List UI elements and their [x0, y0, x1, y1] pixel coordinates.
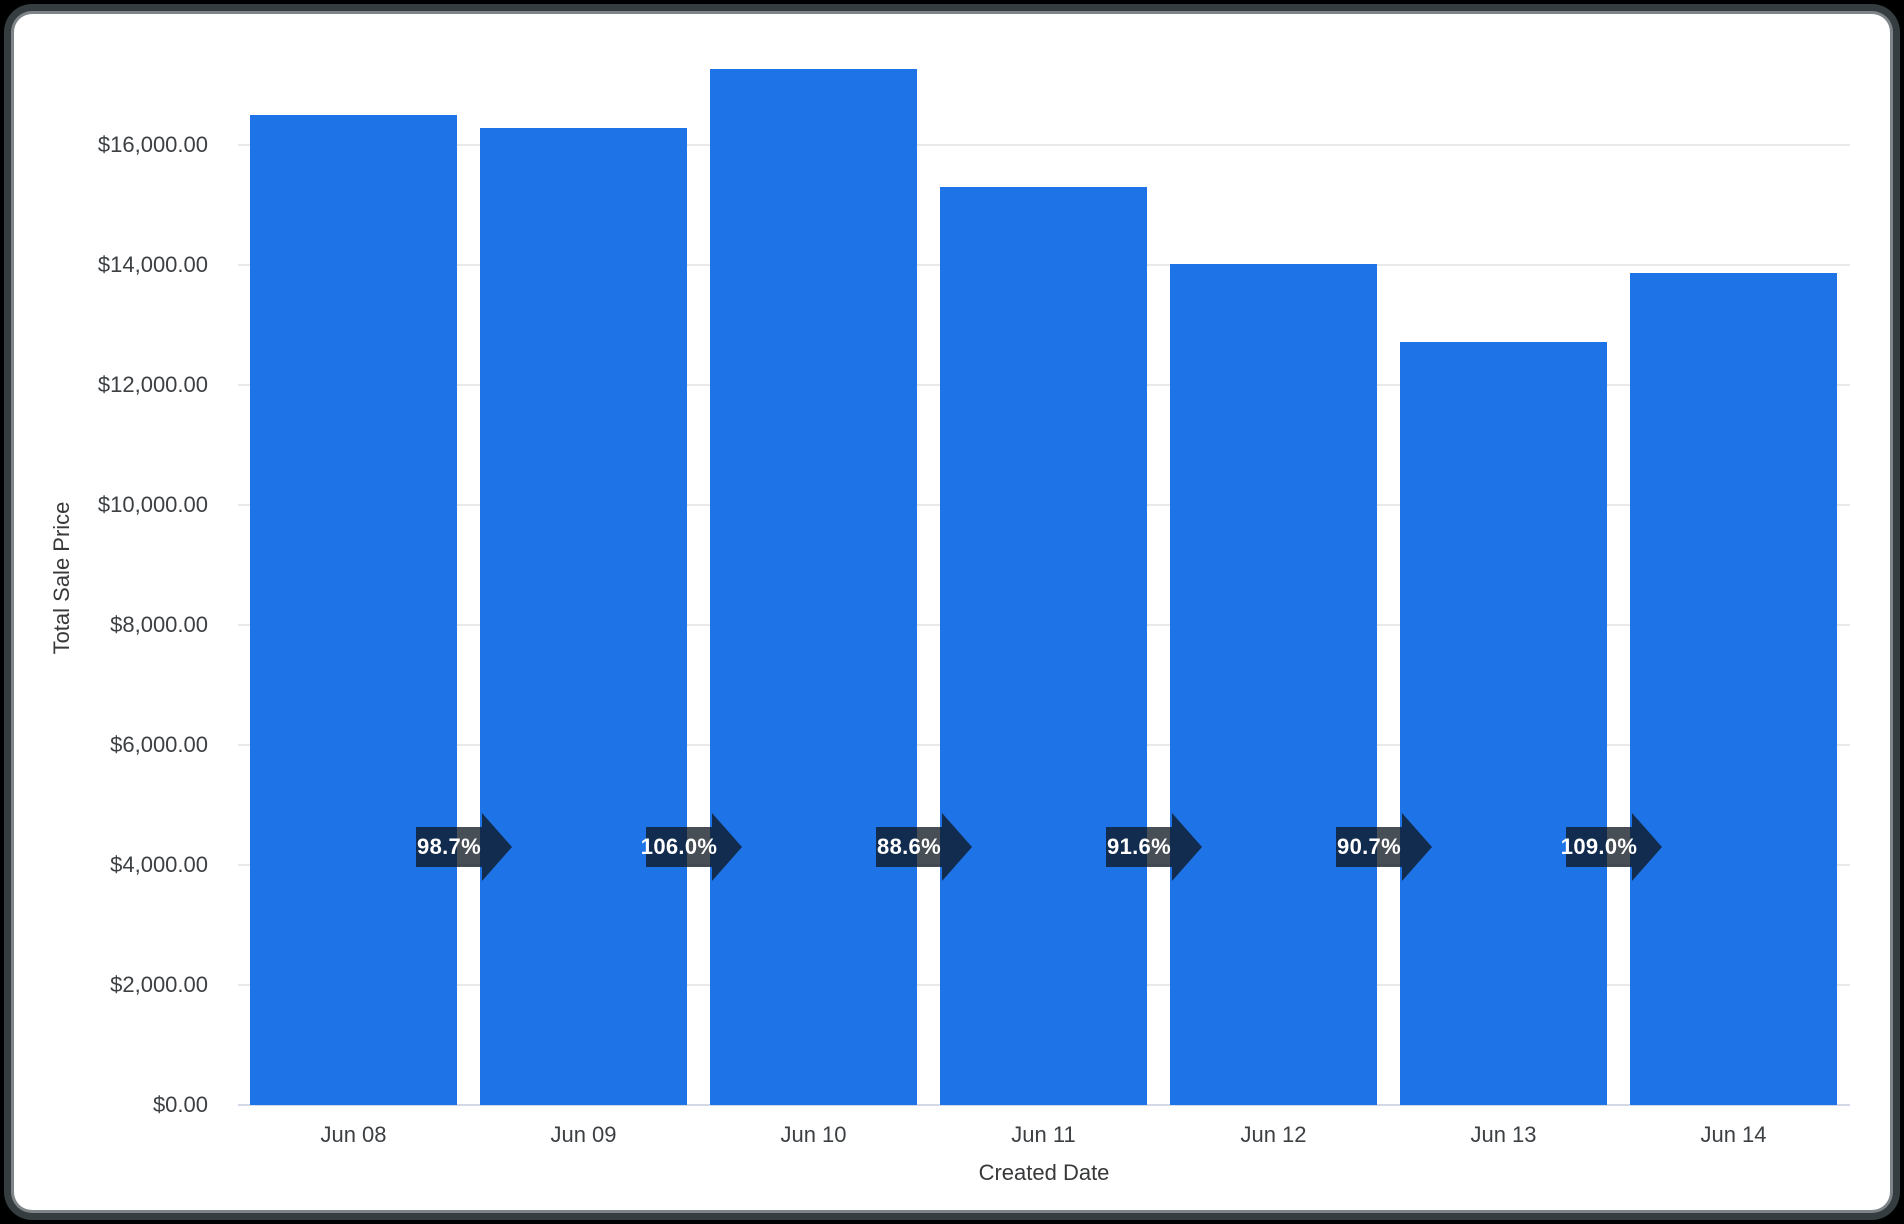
x-axis-title: Created Date — [978, 1160, 1110, 1185]
bar-jun-09[interactable] — [480, 128, 687, 1105]
period-change-percent: 106.0% — [640, 834, 718, 859]
y-tick-label: $6,000.00 — [110, 732, 208, 757]
y-tick-label: $0.00 — [152, 1092, 208, 1117]
y-axis-title: Total Sale Price — [49, 501, 74, 655]
bar-jun-12[interactable] — [1170, 264, 1377, 1105]
period-change-arrow: 109.0% — [1560, 813, 1662, 881]
period-change-percent: 98.7% — [417, 834, 481, 859]
x-tick-label: Jun 11 — [1011, 1122, 1076, 1147]
arrow-right-icon — [1336, 813, 1432, 881]
bar-jun-14[interactable] — [1630, 273, 1837, 1105]
arrow-right-icon — [1106, 813, 1202, 881]
bar-jun-11[interactable] — [940, 187, 1147, 1105]
x-tick-label: Jun 14 — [1700, 1122, 1767, 1147]
x-axis-baseline — [238, 1104, 1850, 1106]
y-tick-label: $4,000.00 — [110, 852, 208, 877]
y-tick-label: $14,000.00 — [97, 252, 208, 277]
y-tick-label: $8,000.00 — [110, 612, 208, 637]
y-tick-label: $16,000.00 — [97, 132, 208, 157]
bar-jun-10[interactable] — [710, 69, 917, 1105]
arrow-right-icon — [876, 813, 972, 881]
x-tick-label: Jun 13 — [1470, 1122, 1537, 1147]
period-change-percent: 91.6% — [1107, 834, 1171, 859]
x-tick-label: Jun 08 — [320, 1122, 387, 1147]
arrow-right-icon — [416, 813, 512, 881]
period-change-arrow: 90.7% — [1336, 813, 1432, 881]
gridline — [238, 144, 1850, 146]
y-tick-label: $2,000.00 — [110, 972, 208, 997]
y-tick-label: $10,000.00 — [97, 492, 208, 517]
x-tick-label: Jun 10 — [780, 1122, 847, 1147]
period-change-percent: 90.7% — [1337, 834, 1401, 859]
period-change-arrow: 106.0% — [640, 813, 742, 881]
x-tick-label: Jun 09 — [550, 1122, 617, 1147]
arrow-right-icon — [1566, 813, 1662, 881]
period-change-percent: 109.0% — [1560, 834, 1638, 859]
bar-jun-13[interactable] — [1400, 342, 1607, 1105]
bar-jun-08[interactable] — [250, 115, 457, 1105]
arrow-right-icon — [646, 813, 742, 881]
y-tick-label: $12,000.00 — [97, 372, 208, 397]
x-tick-label: Jun 12 — [1240, 1122, 1307, 1147]
period-change-arrow: 91.6% — [1106, 813, 1202, 881]
period-change-percent: 88.6% — [877, 834, 941, 859]
period-change-arrow: 88.6% — [876, 813, 972, 881]
period-change-arrow: 98.7% — [416, 813, 512, 881]
